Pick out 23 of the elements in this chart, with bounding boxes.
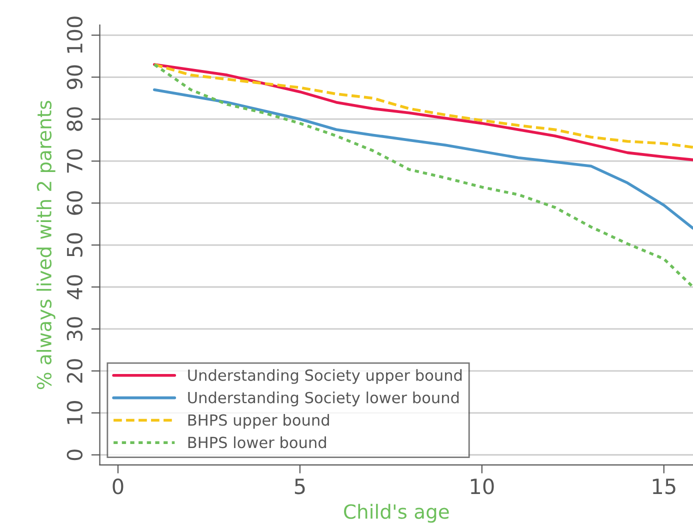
y-tick-label: 30: [66, 317, 83, 341]
legend-label: Understanding Society lower bound: [188, 392, 459, 406]
y-tick-label: 40: [66, 275, 83, 300]
y-tick-label: 60: [66, 191, 83, 215]
y-tick-label: 20: [66, 359, 83, 383]
x-axis-title: Child's age: [344, 504, 449, 523]
y-tick-label: 80: [66, 107, 83, 131]
x-tick-label: 0: [112, 478, 124, 494]
x-tick-label: 5: [294, 478, 305, 494]
y-tick-label: 100: [66, 16, 83, 53]
x-tick-label: 10: [470, 478, 494, 494]
legend-label: Understanding Society upper bound: [188, 369, 462, 384]
y-tick-label: 50: [66, 233, 83, 257]
y-tick-label: 10: [66, 401, 83, 424]
legend-label: BHPS upper bound: [188, 414, 329, 429]
y-axis-title: % always lived with 2 parents: [36, 100, 56, 390]
y-tick-label: 90: [66, 65, 83, 90]
x-tick-label: 15: [652, 478, 676, 494]
line-series: [152, 88, 693, 230]
legend-label: BHPS lower bound: [188, 436, 326, 448]
y-tick-label: 70: [66, 149, 83, 173]
y-tick-label: 0: [66, 450, 83, 460]
line-series: [152, 63, 693, 288]
